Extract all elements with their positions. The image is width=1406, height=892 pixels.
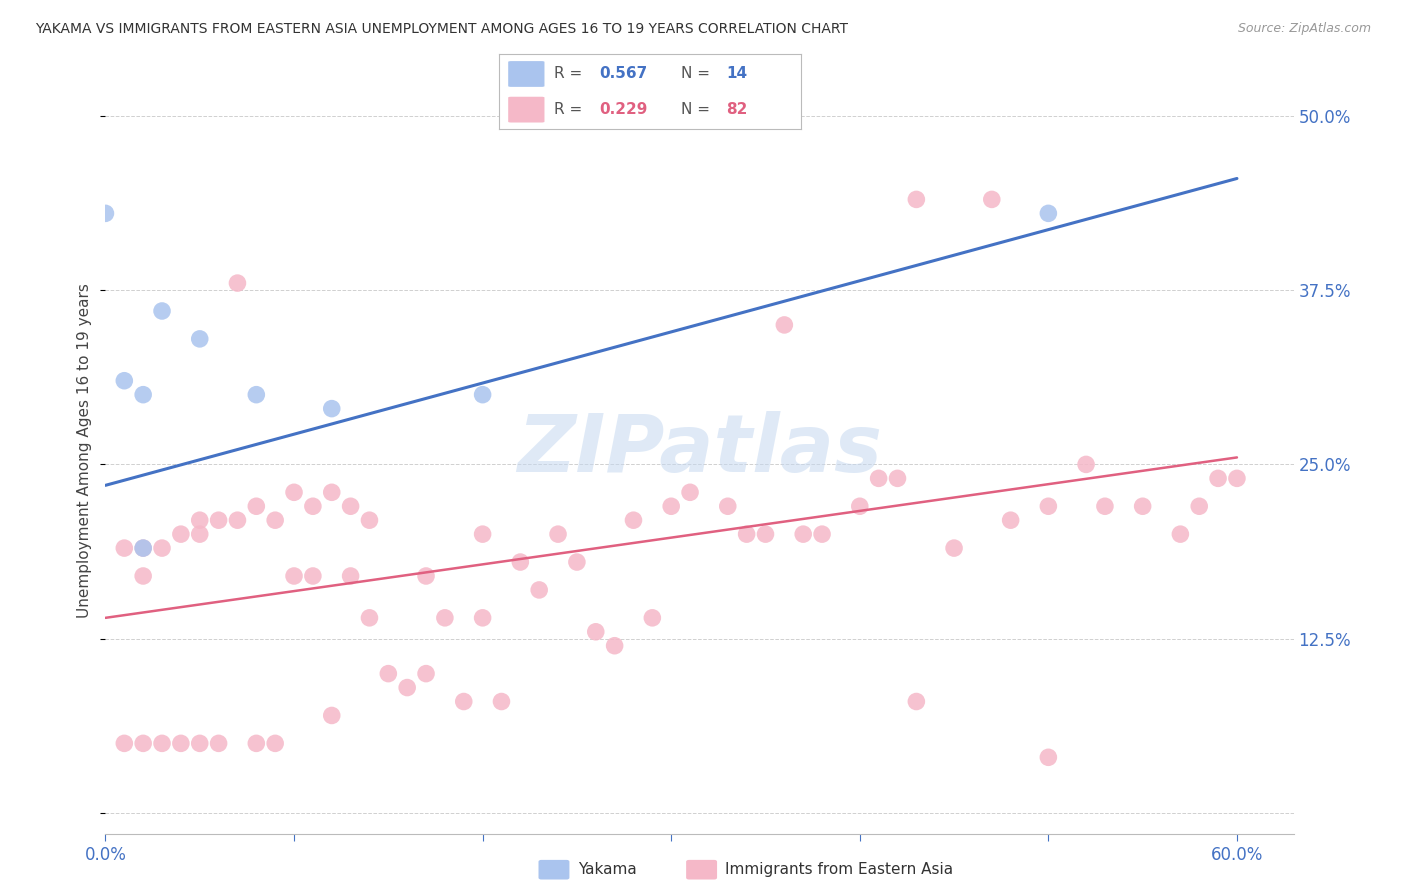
Point	[94, 206, 117, 220]
Point	[1000, 513, 1022, 527]
Point	[132, 569, 155, 583]
Point	[905, 193, 928, 207]
Point	[132, 541, 155, 555]
Point	[245, 387, 267, 401]
Text: 14: 14	[725, 67, 747, 81]
Point	[321, 401, 343, 416]
Text: 0.567: 0.567	[599, 67, 647, 81]
FancyBboxPatch shape	[508, 62, 544, 87]
Text: YAKAMA VS IMMIGRANTS FROM EASTERN ASIA UNEMPLOYMENT AMONG AGES 16 TO 19 YEARS CO: YAKAMA VS IMMIGRANTS FROM EASTERN ASIA U…	[35, 22, 848, 37]
Text: N =: N =	[681, 102, 714, 117]
Point	[547, 527, 569, 541]
Point	[679, 485, 702, 500]
Text: N =: N =	[681, 67, 714, 81]
Point	[905, 694, 928, 708]
Point	[603, 639, 626, 653]
Point	[1170, 527, 1192, 541]
Point	[792, 527, 814, 541]
Point	[112, 541, 135, 555]
Point	[302, 569, 325, 583]
Text: R =: R =	[554, 67, 586, 81]
Point	[150, 736, 173, 750]
Point	[1038, 500, 1060, 514]
Point	[565, 555, 588, 569]
Point	[188, 513, 211, 527]
Point	[1038, 750, 1060, 764]
Point	[659, 500, 682, 514]
Point	[491, 694, 513, 708]
Point	[150, 304, 173, 318]
Point	[811, 527, 834, 541]
Point	[359, 611, 381, 625]
Point	[471, 387, 494, 401]
Point	[1188, 500, 1211, 514]
Point	[433, 611, 456, 625]
Point	[943, 541, 966, 555]
Point	[849, 500, 872, 514]
Point	[453, 694, 475, 708]
Point	[339, 569, 361, 583]
Point	[415, 569, 437, 583]
Point	[188, 332, 211, 346]
Point	[1132, 500, 1154, 514]
Y-axis label: Unemployment Among Ages 16 to 19 years: Unemployment Among Ages 16 to 19 years	[77, 283, 93, 618]
Text: 0.229: 0.229	[599, 102, 647, 117]
Point	[226, 276, 249, 290]
Point	[509, 555, 531, 569]
Point	[264, 736, 287, 750]
Point	[377, 666, 399, 681]
FancyBboxPatch shape	[508, 96, 544, 122]
Point	[623, 513, 645, 527]
Point	[112, 736, 135, 750]
Point	[717, 500, 740, 514]
Text: Immigrants from Eastern Asia: Immigrants from Eastern Asia	[725, 863, 953, 877]
Point	[754, 527, 776, 541]
Point	[886, 471, 908, 485]
Text: ZIPatlas: ZIPatlas	[517, 411, 882, 490]
Point	[283, 485, 305, 500]
Point	[207, 513, 229, 527]
Point	[245, 736, 267, 750]
Point	[1038, 206, 1060, 220]
Point	[132, 736, 155, 750]
Point	[868, 471, 890, 485]
Text: Yakama: Yakama	[578, 863, 637, 877]
Point	[527, 582, 550, 597]
Point	[170, 736, 193, 750]
Point	[112, 374, 135, 388]
Point	[359, 513, 381, 527]
Point	[170, 527, 193, 541]
Point	[1206, 471, 1229, 485]
Point	[415, 666, 437, 681]
Point	[321, 708, 343, 723]
Point	[471, 611, 494, 625]
Point	[1074, 458, 1097, 472]
Point	[1226, 471, 1249, 485]
Text: Source: ZipAtlas.com: Source: ZipAtlas.com	[1237, 22, 1371, 36]
Point	[773, 318, 796, 332]
Point	[150, 541, 173, 555]
Point	[396, 681, 419, 695]
Text: R =: R =	[554, 102, 586, 117]
Point	[264, 513, 287, 527]
Point	[188, 736, 211, 750]
Point	[132, 387, 155, 401]
Point	[1094, 500, 1116, 514]
Point	[188, 527, 211, 541]
Point	[321, 485, 343, 500]
Point	[735, 527, 758, 541]
Point	[226, 513, 249, 527]
Point	[641, 611, 664, 625]
Point	[207, 736, 229, 750]
Point	[283, 569, 305, 583]
Point	[585, 624, 607, 639]
Point	[471, 527, 494, 541]
Point	[980, 193, 1002, 207]
Point	[132, 541, 155, 555]
Point	[245, 500, 267, 514]
Text: 82: 82	[725, 102, 747, 117]
Point	[339, 500, 361, 514]
Point	[302, 500, 325, 514]
